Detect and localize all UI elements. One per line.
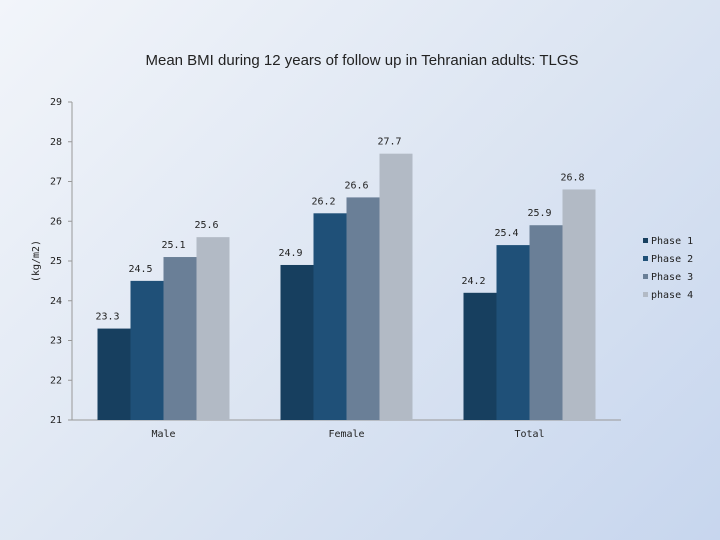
bar — [196, 237, 230, 420]
legend-swatch — [643, 256, 648, 261]
value-label: 24.5 — [129, 264, 153, 275]
bar — [529, 225, 563, 420]
legend-label: Phase 1 — [651, 236, 693, 247]
y-axis-label: (kg/m2) — [31, 240, 42, 282]
legend-swatch — [643, 238, 648, 243]
value-label: 24.2 — [462, 276, 486, 287]
value-label: 26.6 — [345, 180, 369, 191]
legend-label: phase 4 — [651, 290, 693, 301]
x-tick-label: Total — [514, 429, 544, 440]
value-label: 25.1 — [162, 240, 186, 251]
value-label: 25.6 — [195, 220, 219, 231]
bar — [496, 245, 530, 420]
bar — [280, 264, 314, 420]
x-tick-label: Female — [328, 429, 364, 440]
value-label: 26.8 — [561, 172, 585, 183]
bar — [379, 153, 413, 421]
legend-swatch — [643, 292, 648, 297]
y-tick-label: 21 — [50, 415, 62, 426]
bar — [463, 292, 497, 420]
value-label: 24.9 — [279, 248, 303, 259]
legend-label: Phase 3 — [651, 272, 693, 283]
y-tick-label: 22 — [50, 375, 62, 386]
bar — [313, 213, 347, 420]
legend-swatch — [643, 274, 648, 279]
bar — [562, 189, 596, 420]
y-tick-label: 23 — [50, 336, 62, 347]
y-tick-label: 26 — [50, 216, 62, 227]
legend-label: Phase 2 — [651, 254, 693, 265]
value-label: 25.9 — [528, 208, 552, 219]
y-tick-label: 29 — [50, 97, 62, 108]
value-label: 23.3 — [96, 312, 120, 323]
bar — [130, 280, 164, 420]
y-tick-label: 25 — [50, 256, 62, 267]
x-tick-label: Male — [151, 429, 175, 440]
value-label: 27.7 — [378, 137, 402, 148]
y-tick-label: 28 — [50, 137, 62, 148]
bar — [163, 257, 197, 420]
y-tick-label: 27 — [50, 177, 62, 188]
y-tick-label: 24 — [50, 296, 62, 307]
bar — [97, 328, 131, 420]
value-label: 26.2 — [312, 196, 336, 207]
chart-title: Mean BMI during 12 years of follow up in… — [145, 52, 578, 69]
value-label: 25.4 — [495, 228, 519, 239]
bar — [346, 197, 380, 420]
